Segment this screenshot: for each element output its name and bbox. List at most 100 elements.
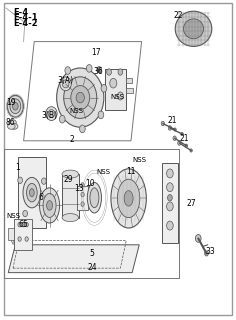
Ellipse shape	[23, 177, 41, 208]
Circle shape	[42, 178, 46, 184]
Text: NSS: NSS	[70, 108, 84, 114]
Ellipse shape	[111, 169, 146, 228]
Bar	[162, 163, 178, 243]
Ellipse shape	[10, 99, 21, 114]
Text: E-4: E-4	[13, 8, 28, 17]
Text: 19: 19	[6, 98, 16, 107]
Circle shape	[181, 132, 183, 136]
Ellipse shape	[27, 183, 37, 202]
Circle shape	[195, 235, 201, 242]
Ellipse shape	[13, 102, 18, 110]
Circle shape	[101, 84, 107, 92]
Ellipse shape	[175, 11, 212, 46]
Ellipse shape	[124, 191, 133, 206]
Ellipse shape	[62, 80, 69, 88]
Text: 6: 6	[39, 193, 44, 202]
Bar	[18, 157, 46, 228]
Circle shape	[18, 222, 21, 227]
Bar	[14, 219, 32, 250]
Circle shape	[107, 69, 111, 75]
Bar	[126, 88, 133, 93]
Text: 86: 86	[6, 118, 16, 127]
Ellipse shape	[87, 182, 101, 213]
Text: 29: 29	[64, 175, 73, 184]
Ellipse shape	[7, 95, 23, 117]
Text: 3(A): 3(A)	[58, 76, 74, 85]
Text: 11: 11	[126, 167, 136, 176]
Ellipse shape	[118, 92, 123, 100]
Ellipse shape	[8, 124, 15, 129]
Text: 21: 21	[179, 134, 189, 143]
Ellipse shape	[118, 179, 140, 218]
Text: 3(B): 3(B)	[41, 111, 57, 120]
Circle shape	[167, 221, 173, 230]
Circle shape	[161, 121, 164, 126]
Circle shape	[178, 141, 181, 145]
Circle shape	[65, 67, 71, 74]
Ellipse shape	[90, 188, 99, 208]
Ellipse shape	[71, 86, 90, 109]
Ellipse shape	[48, 109, 55, 117]
Ellipse shape	[62, 170, 79, 178]
Ellipse shape	[110, 78, 117, 88]
Circle shape	[118, 69, 123, 75]
Text: NSS: NSS	[96, 169, 110, 175]
Circle shape	[80, 125, 85, 133]
Circle shape	[18, 237, 21, 241]
Text: E-4-2: E-4-2	[13, 19, 38, 28]
Circle shape	[86, 65, 92, 72]
Circle shape	[25, 222, 28, 227]
Circle shape	[81, 202, 84, 206]
Text: 5: 5	[90, 249, 95, 258]
Ellipse shape	[64, 77, 97, 118]
Bar	[62, 174, 79, 218]
Text: E-4-1: E-4-1	[13, 13, 38, 22]
Ellipse shape	[43, 193, 56, 218]
Text: NSS: NSS	[6, 213, 20, 219]
Ellipse shape	[46, 201, 52, 210]
Circle shape	[168, 126, 172, 130]
Polygon shape	[8, 245, 139, 273]
Text: 10: 10	[85, 179, 95, 188]
Circle shape	[174, 128, 176, 131]
Ellipse shape	[76, 92, 84, 103]
Circle shape	[167, 183, 173, 192]
Text: 65: 65	[19, 220, 29, 229]
Circle shape	[168, 195, 172, 201]
Circle shape	[23, 210, 28, 217]
Ellipse shape	[57, 68, 104, 127]
Text: 36: 36	[93, 67, 103, 76]
Bar	[8, 228, 14, 240]
Circle shape	[173, 136, 176, 140]
Bar	[126, 78, 132, 83]
Circle shape	[81, 183, 84, 187]
Circle shape	[167, 169, 173, 178]
Text: 17: 17	[91, 48, 101, 57]
Text: 1: 1	[15, 164, 20, 172]
Ellipse shape	[62, 214, 79, 221]
Text: 22: 22	[173, 11, 183, 20]
Circle shape	[81, 192, 84, 197]
Ellipse shape	[46, 107, 57, 120]
Circle shape	[97, 67, 101, 73]
Ellipse shape	[39, 188, 59, 223]
Text: 21: 21	[168, 116, 177, 125]
Circle shape	[21, 222, 25, 227]
Circle shape	[190, 149, 192, 152]
Ellipse shape	[9, 120, 16, 125]
Circle shape	[18, 177, 22, 183]
Text: NSS: NSS	[110, 94, 124, 100]
Circle shape	[59, 115, 65, 123]
Text: 2: 2	[70, 135, 74, 144]
Text: 27: 27	[186, 199, 196, 208]
Circle shape	[185, 144, 188, 147]
Text: NSS: NSS	[132, 157, 146, 163]
Circle shape	[167, 202, 173, 211]
Circle shape	[25, 237, 28, 241]
Bar	[77, 186, 88, 210]
Circle shape	[205, 251, 208, 256]
Text: 13: 13	[74, 184, 84, 193]
Circle shape	[98, 111, 104, 119]
Ellipse shape	[10, 124, 18, 129]
Bar	[105, 69, 126, 110]
